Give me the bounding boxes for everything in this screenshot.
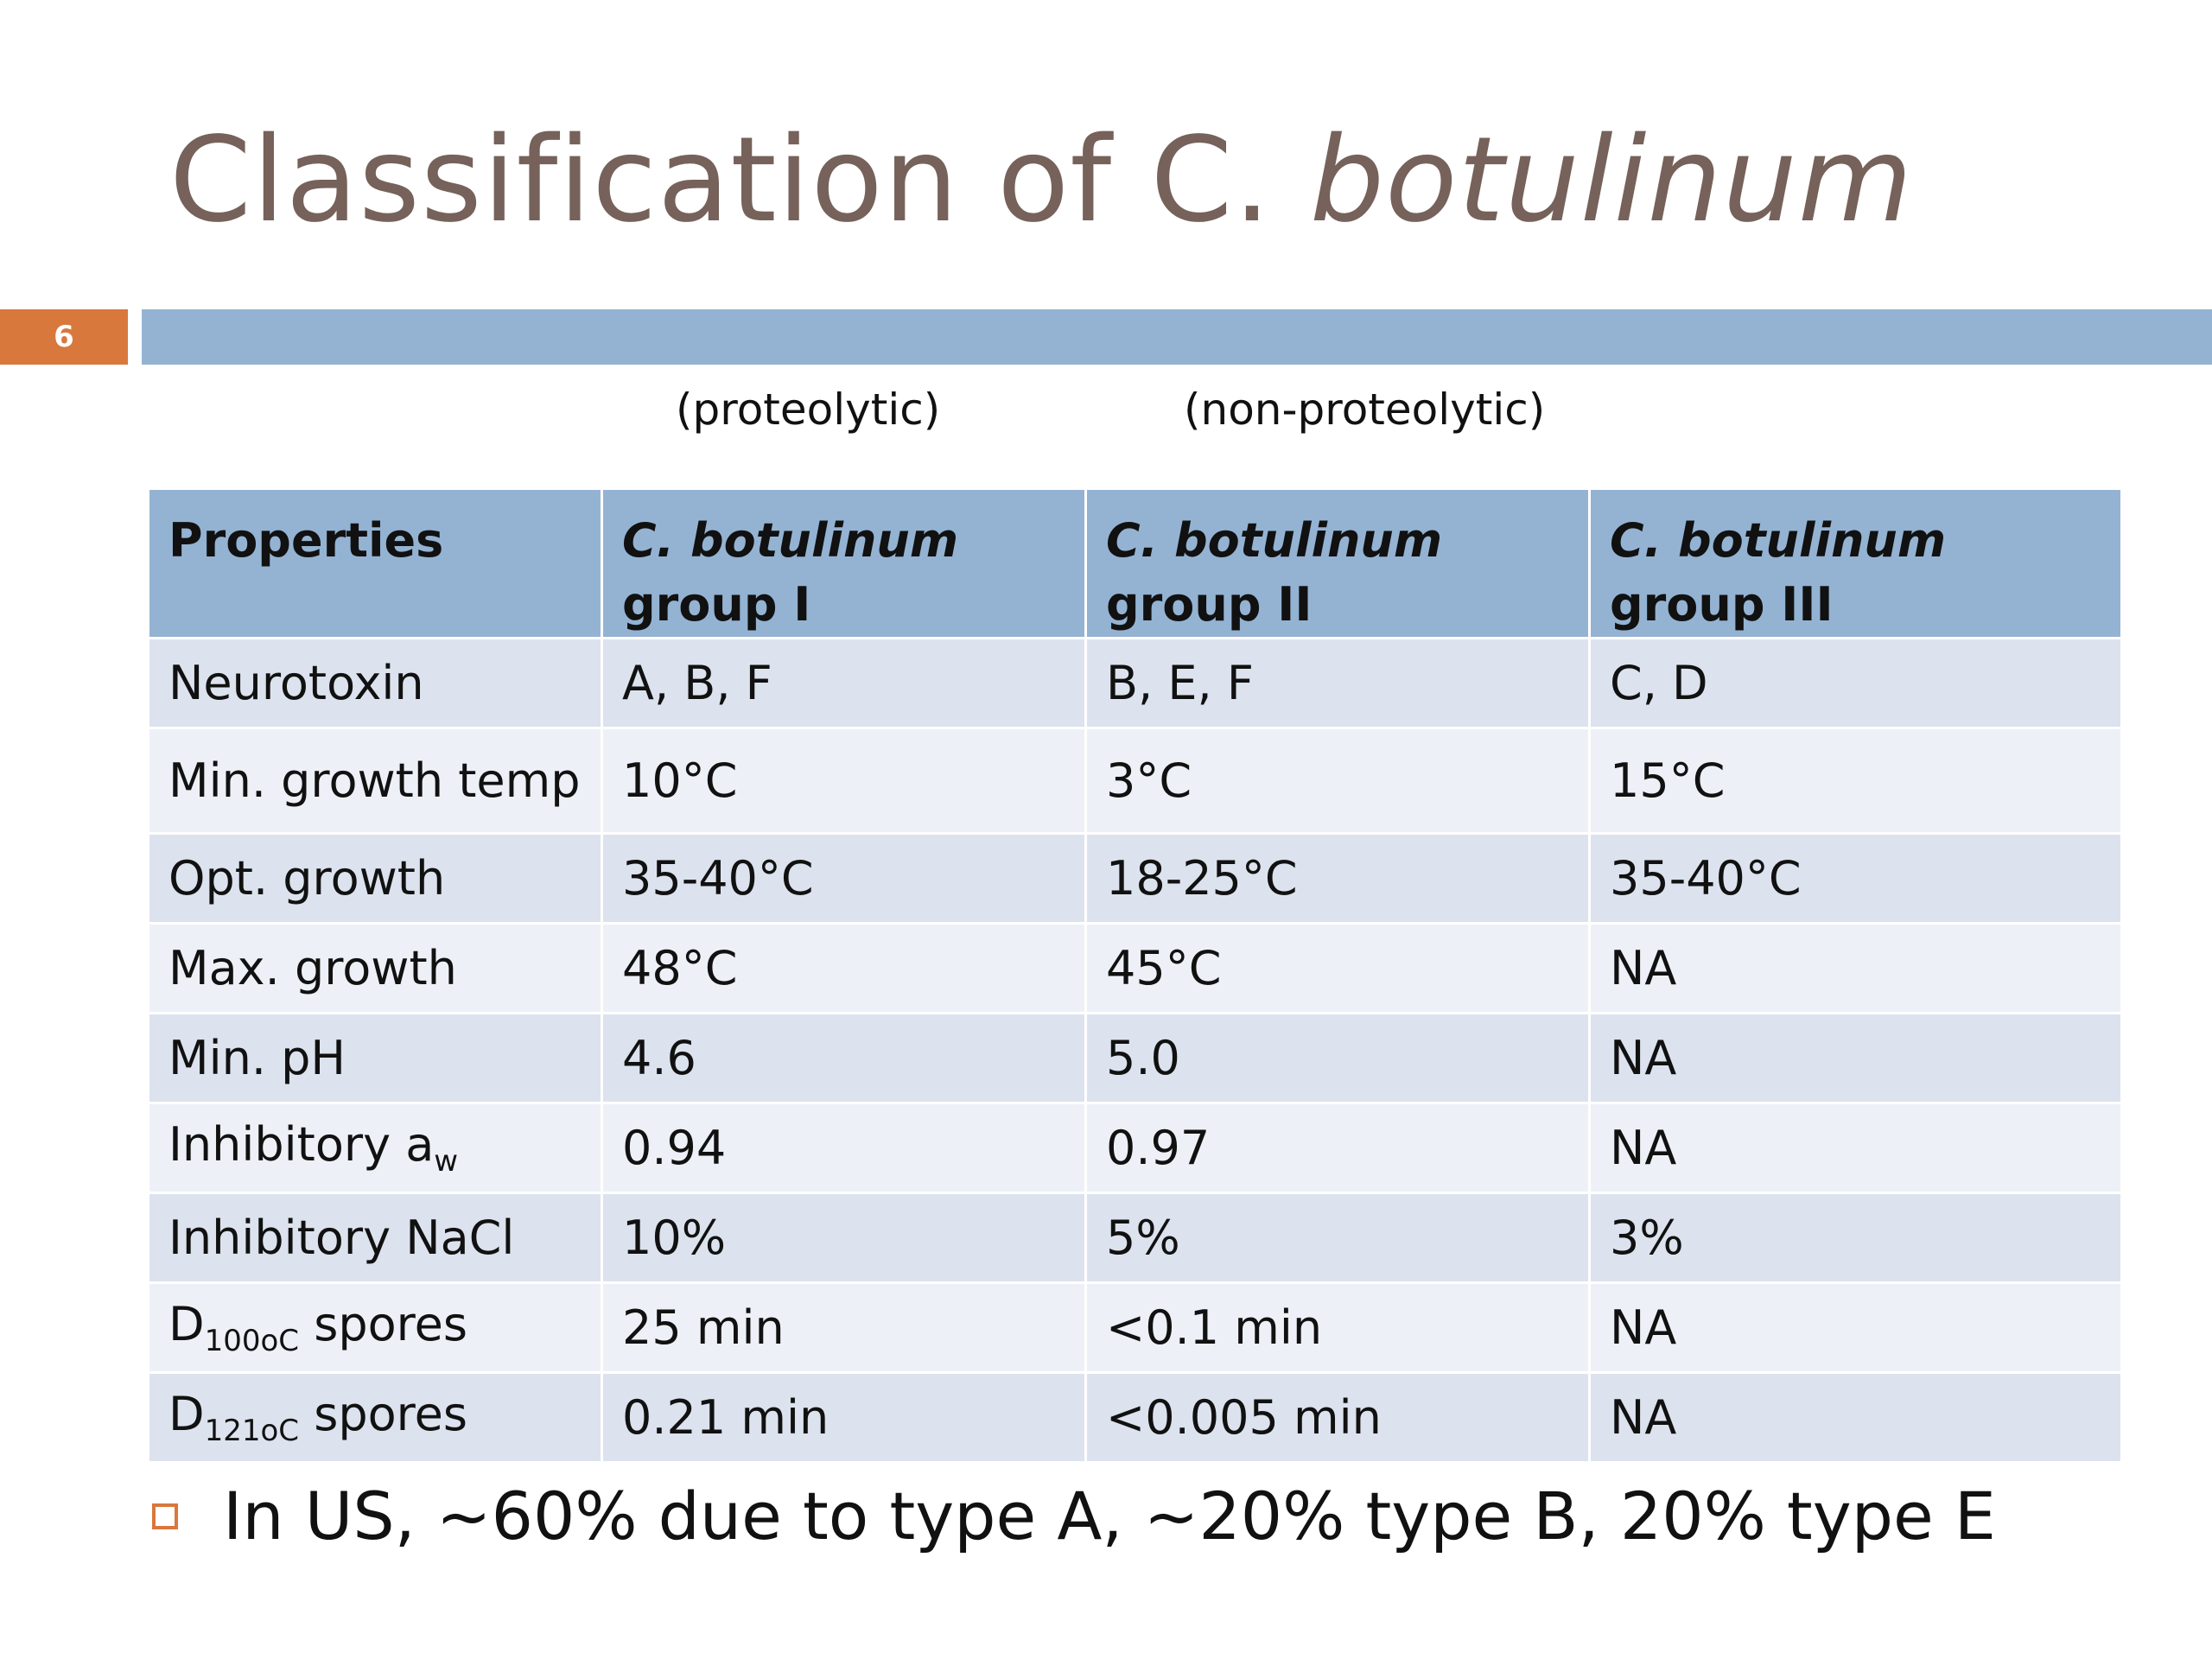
cell-group3: NA bbox=[1588, 1371, 2123, 1464]
cell-group1: 0.94 bbox=[601, 1102, 1087, 1194]
cell-group1: A, B, F bbox=[601, 637, 1087, 729]
row-label: Min. growth temp bbox=[147, 727, 603, 835]
table-row: Max. growth 48°C 45°C NA bbox=[147, 922, 2123, 1014]
group2-note: (non-proteolytic) bbox=[1184, 385, 1546, 435]
cell-group2: <0.005 min bbox=[1084, 1371, 1591, 1464]
accent-bar bbox=[142, 309, 2212, 365]
bullet-item: In US, ~60% due to type A, ~20% type B, … bbox=[152, 1478, 1996, 1554]
cell-group2: 45°C bbox=[1084, 922, 1591, 1014]
slide-number: 6 bbox=[0, 309, 128, 365]
cell-group1: 4.6 bbox=[601, 1012, 1087, 1104]
cell-group2: B, E, F bbox=[1084, 637, 1591, 729]
cell-group3: NA bbox=[1588, 1012, 2123, 1104]
table-header-row: Properties C. botulinum group I C. botul… bbox=[147, 487, 2123, 639]
cell-group3: NA bbox=[1588, 922, 2123, 1014]
header-properties: Properties bbox=[147, 487, 603, 639]
row-label: Opt. growth bbox=[147, 832, 603, 925]
row-label: Min. pH bbox=[147, 1012, 603, 1104]
cell-group3: 15°C bbox=[1588, 727, 2123, 835]
cell-group1: 25 min bbox=[601, 1281, 1087, 1374]
table-row: Min. pH 4.6 5.0 NA bbox=[147, 1012, 2123, 1104]
header-group2: C. botulinum group II bbox=[1084, 487, 1591, 639]
cell-group3: 35-40°C bbox=[1588, 832, 2123, 925]
bullet-text: In US, ~60% due to type A, ~20% type B, … bbox=[223, 1478, 1996, 1554]
cell-group1: 48°C bbox=[601, 922, 1087, 1014]
cell-group1: 10% bbox=[601, 1192, 1087, 1284]
cell-group1: 10°C bbox=[601, 727, 1087, 835]
table-row: Opt. growth 35-40°C 18-25°C 35-40°C bbox=[147, 832, 2123, 925]
header-group3: C. botulinum group III bbox=[1588, 487, 2123, 639]
table-row: Min. growth temp 10°C 3°C 15°C bbox=[147, 727, 2123, 835]
cell-group3: NA bbox=[1588, 1281, 2123, 1374]
classification-table: Properties C. botulinum group I C. botul… bbox=[147, 487, 2123, 1464]
row-label: D100oC spores bbox=[147, 1281, 603, 1374]
row-label: Neurotoxin bbox=[147, 637, 603, 729]
cell-group2: 18-25°C bbox=[1084, 832, 1591, 925]
cell-group2: <0.1 min bbox=[1084, 1281, 1591, 1374]
cell-group3: NA bbox=[1588, 1102, 2123, 1194]
cell-group2: 5.0 bbox=[1084, 1012, 1591, 1104]
header-group1: C. botulinum group I bbox=[601, 487, 1087, 639]
cell-group1: 35-40°C bbox=[601, 832, 1087, 925]
cell-group3: C, D bbox=[1588, 637, 2123, 729]
square-bullet-icon bbox=[152, 1503, 178, 1529]
row-label: D121oC spores bbox=[147, 1371, 603, 1464]
group1-note: (proteolytic) bbox=[676, 385, 941, 435]
table-row: D121oC spores 0.21 min <0.005 min NA bbox=[147, 1371, 2123, 1464]
row-label: Inhibitory NaCl bbox=[147, 1192, 603, 1284]
table-row: Inhibitory NaCl 10% 5% 3% bbox=[147, 1192, 2123, 1284]
row-label: Inhibitory aw bbox=[147, 1102, 603, 1194]
row-label: Max. growth bbox=[147, 922, 603, 1014]
table-row: Neurotoxin A, B, F B, E, F C, D bbox=[147, 637, 2123, 729]
cell-group2: 0.97 bbox=[1084, 1102, 1591, 1194]
table-row: D100oC spores 25 min <0.1 min NA bbox=[147, 1281, 2123, 1374]
slide-title: Classification of C. botulinum bbox=[169, 112, 1914, 249]
cell-group2: 5% bbox=[1084, 1192, 1591, 1284]
table-row: Inhibitory aw 0.94 0.97 NA bbox=[147, 1102, 2123, 1194]
cell-group2: 3°C bbox=[1084, 727, 1591, 835]
cell-group1: 0.21 min bbox=[601, 1371, 1087, 1464]
cell-group3: 3% bbox=[1588, 1192, 2123, 1284]
